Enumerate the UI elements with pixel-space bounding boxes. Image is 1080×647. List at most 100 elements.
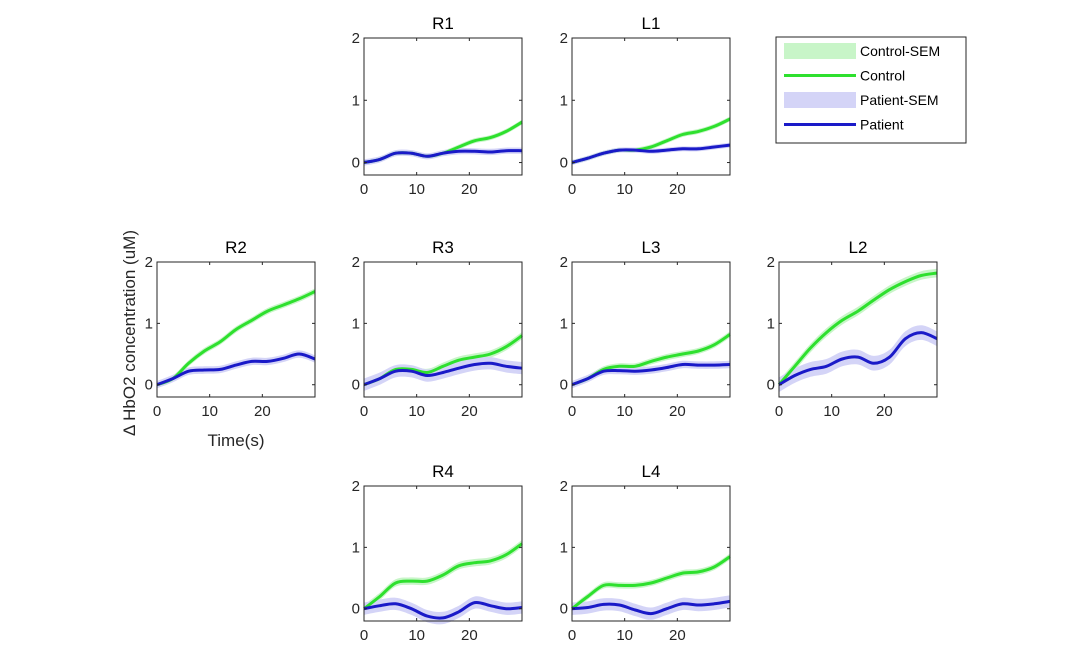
x-tick-label: 10 <box>616 403 633 420</box>
y-tick-label: 1 <box>145 315 153 332</box>
x-tick-label: 10 <box>408 627 425 644</box>
x-tick-label: 20 <box>669 181 686 198</box>
x-tick-label: 10 <box>616 181 633 198</box>
y-tick-label: 1 <box>560 92 568 109</box>
y-tick-label: 2 <box>560 30 568 47</box>
legend-label: Patient <box>860 117 904 133</box>
subplot-title: L2 <box>849 238 868 257</box>
legend-label: Patient-SEM <box>860 92 939 108</box>
y-tick-label: 2 <box>560 254 568 271</box>
y-tick-label: 2 <box>352 478 360 495</box>
subplot-title: L1 <box>642 14 661 33</box>
subplot-title: R1 <box>432 14 454 33</box>
x-axis-label: Time(s) <box>208 431 265 450</box>
subplot-title: R3 <box>432 238 454 257</box>
x-tick-label: 0 <box>775 403 783 420</box>
control-sem-band <box>572 331 730 388</box>
y-axis-label: Δ HbO2 concentration (uM) <box>120 230 139 436</box>
x-tick-label: 10 <box>201 403 218 420</box>
patient-line <box>363 600 523 620</box>
x-tick-label: 0 <box>568 403 576 420</box>
legend-entry: Control <box>784 68 905 84</box>
legend-entry: Patient-SEM <box>784 92 939 108</box>
x-tick-label: 10 <box>823 403 840 420</box>
subplot-r3: R3 0 10 20 0 1 2 <box>352 238 523 420</box>
axes-box <box>363 485 523 622</box>
x-tick-label: 20 <box>461 181 478 198</box>
y-tick-label: 0 <box>767 377 775 394</box>
axes-box <box>363 261 523 398</box>
axes-box <box>156 261 316 398</box>
y-tick-label: 1 <box>767 315 775 332</box>
legend-swatch-band <box>784 92 856 108</box>
x-tick-label: 0 <box>568 627 576 644</box>
y-tick-label: 0 <box>352 155 360 172</box>
legend-label: Control <box>860 68 905 84</box>
y-tick-label: 1 <box>352 539 360 556</box>
x-tick-label: 20 <box>669 627 686 644</box>
subplot-l3: L3 0 10 20 0 1 2 <box>560 238 731 420</box>
x-tick-label: 10 <box>408 181 425 198</box>
subplot-l1: L1 0 10 20 0 1 2 <box>560 14 731 198</box>
legend-swatch-band <box>784 43 856 59</box>
x-tick-label: 0 <box>360 181 368 198</box>
x-tick-label: 0 <box>360 627 368 644</box>
y-tick-label: 2 <box>352 254 360 271</box>
y-tick-label: 2 <box>767 254 775 271</box>
patient-sem-band <box>572 595 730 620</box>
x-tick-label: 10 <box>616 627 633 644</box>
patient-line <box>363 361 523 387</box>
y-tick-label: 0 <box>560 601 568 618</box>
patient-sem-band <box>364 596 522 625</box>
patient-sem-band <box>779 325 937 393</box>
x-tick-label: 20 <box>461 403 478 420</box>
y-tick-label: 0 <box>145 377 153 394</box>
legend-entry: Control-SEM <box>784 43 940 59</box>
x-tick-label: 20 <box>254 403 271 420</box>
subplot-r2: R2 0 10 20 0 1 2 <box>145 238 316 420</box>
control-line <box>156 290 316 387</box>
legend: Control-SEM Control Patient-SEM Patient <box>775 36 967 144</box>
subplot-title: L4 <box>642 462 661 481</box>
legend-label: Control-SEM <box>860 43 940 59</box>
subplot-r1: R1 0 10 20 0 1 2 <box>352 14 523 198</box>
control-line <box>777 271 938 386</box>
y-tick-label: 2 <box>145 254 153 271</box>
y-tick-label: 2 <box>352 30 360 47</box>
patient-line <box>571 143 731 164</box>
y-tick-label: 0 <box>352 377 360 394</box>
axes-box <box>571 37 731 176</box>
x-tick-label: 0 <box>568 181 576 198</box>
subplot-l4: L4 0 10 20 0 1 2 <box>560 462 731 644</box>
x-tick-label: 0 <box>153 403 161 420</box>
patient-line <box>156 352 316 387</box>
patient-line <box>778 331 938 386</box>
x-tick-label: 20 <box>876 403 893 420</box>
patient-line <box>571 362 731 387</box>
y-tick-label: 1 <box>352 315 360 332</box>
subplot-l2: L2 0 10 20 0 1 2 <box>767 238 938 420</box>
y-tick-label: 0 <box>560 377 568 394</box>
x-tick-label: 10 <box>408 403 425 420</box>
subplot-title: L3 <box>642 238 661 257</box>
x-tick-label: 20 <box>669 403 686 420</box>
patient-line <box>571 599 731 616</box>
legend-entry: Patient <box>784 117 904 133</box>
x-tick-label: 20 <box>461 627 478 644</box>
axes-box <box>363 37 523 176</box>
axes-box <box>571 485 731 622</box>
y-tick-label: 1 <box>560 539 568 556</box>
y-tick-label: 0 <box>352 601 360 618</box>
x-tick-label: 0 <box>360 403 368 420</box>
patient-line <box>363 149 523 164</box>
subplot-title: R2 <box>225 238 247 257</box>
y-tick-label: 1 <box>352 92 360 109</box>
y-tick-label: 1 <box>560 315 568 332</box>
control-line <box>363 542 523 610</box>
subplot-title: R4 <box>432 462 454 481</box>
control-line <box>571 555 731 610</box>
axes-box <box>778 261 938 398</box>
subplot-r4: R4 0 10 20 0 1 2 <box>352 462 523 644</box>
